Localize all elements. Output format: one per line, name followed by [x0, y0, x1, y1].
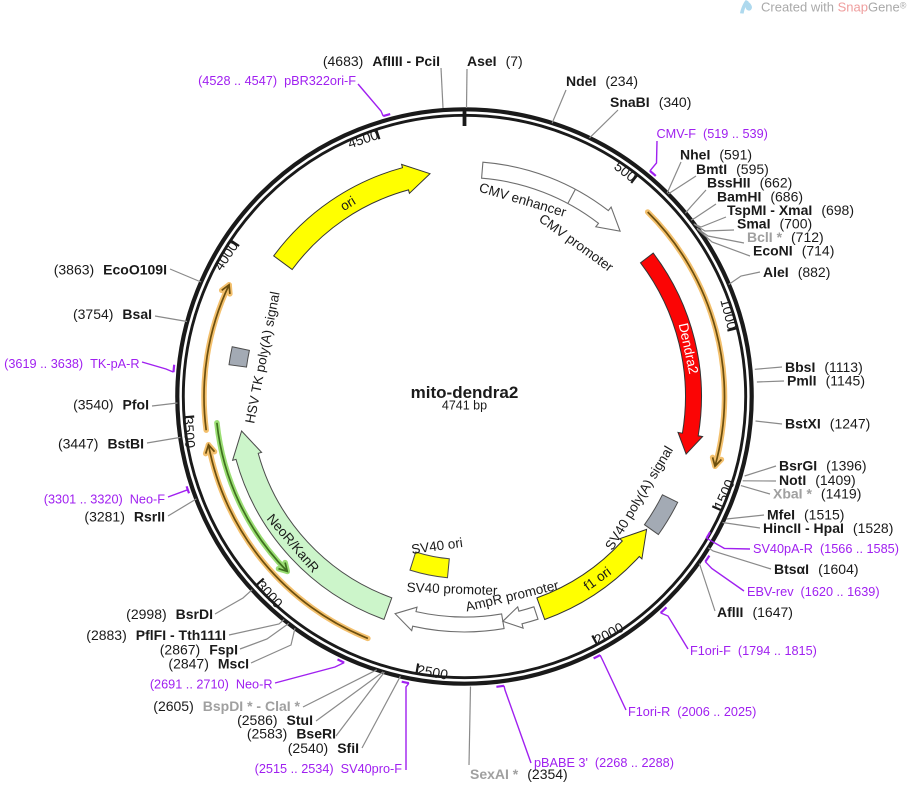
svg-text:(3619 .. 3638)TK-pA-R: (3619 .. 3638) TK-pA-R: [4, 357, 139, 371]
svg-text:(2515 .. 2534)SV40pro-F: (2515 .. 2534) SV40pro-F: [255, 762, 403, 776]
svg-text:(3281)RsrII: (3281) RsrII: [84, 509, 165, 525]
svg-text:ori: ori: [337, 193, 358, 214]
svg-text:SV40pA-R(1566 .. 1585): SV40pA-R (1566 .. 1585): [753, 542, 899, 556]
svg-text:SV40 ori: SV40 ori: [410, 535, 463, 557]
svg-text:BssHII(662): BssHII (662): [707, 175, 792, 191]
svg-text:F1ori-R(2006 .. 2025): F1ori-R (2006 .. 2025): [628, 705, 756, 719]
svg-text:AseI(7): AseI (7): [467, 53, 523, 69]
svg-text:(2586)StuI: (2586) StuI: [237, 712, 313, 728]
svg-text:(3540)PfoI: (3540) PfoI: [73, 397, 149, 413]
svg-text:mito-dendra2: mito-dendra2: [411, 383, 519, 402]
svg-text:(3863)EcoO109I: (3863) EcoO109I: [54, 262, 167, 278]
svg-text:HincII - HpaI(1528): HincII - HpaI (1528): [763, 520, 893, 536]
svg-text:MfeI(1515): MfeI (1515): [767, 507, 844, 523]
svg-text:(2883)PflFI - Tth111I: (2883) PflFI - Tth111I: [86, 627, 226, 643]
svg-text:4741 bp: 4741 bp: [442, 399, 487, 413]
svg-text:(2540)SfiI: (2540) SfiI: [288, 740, 359, 756]
svg-text:3500: 3500: [180, 416, 198, 448]
svg-text:(4683)AflIII - PciI: (4683) AflIII - PciI: [323, 53, 440, 69]
svg-text:pBABE 3'(2268 .. 2288): pBABE 3' (2268 .. 2288): [534, 756, 674, 770]
svg-text:BamHI(686): BamHI (686): [717, 189, 803, 205]
svg-text:BbsI(1113): BbsI (1113): [785, 359, 863, 375]
svg-text:EBV-rev(1620 .. 1639): EBV-rev (1620 .. 1639): [747, 585, 880, 599]
svg-text:SV40 promoter: SV40 promoter: [406, 580, 498, 598]
svg-text:(2847)MscI: (2847) MscI: [168, 656, 249, 672]
svg-text:(2605)BspDI * - ClaI *: (2605) BspDI * - ClaI *: [153, 698, 300, 714]
svg-text:2500: 2500: [416, 662, 450, 683]
svg-text:(3301 .. 3320)Neo-F: (3301 .. 3320) Neo-F: [44, 493, 165, 507]
svg-text:TspMI - XmaI(698): TspMI - XmaI (698): [727, 202, 854, 218]
svg-text:(2867)FspI: (2867) FspI: [160, 642, 238, 658]
svg-text:F1ori-F(1794 .. 1815): F1ori-F (1794 .. 1815): [690, 644, 817, 658]
svg-text:(2691 .. 2710)Neo-R: (2691 .. 2710) Neo-R: [150, 678, 273, 692]
svg-text:Created with SnapGene®: Created with SnapGene®: [761, 0, 907, 15]
svg-text:(3754)BsaI: (3754) BsaI: [73, 306, 152, 322]
svg-text:1000: 1000: [717, 297, 740, 331]
svg-text:PmlI(1145): PmlI (1145): [787, 373, 865, 389]
svg-text:AflII(1647): AflII (1647): [717, 604, 793, 620]
svg-text:CMV-F(519 .. 539): CMV-F (519 .. 539): [657, 127, 768, 141]
svg-text:NotI(1409): NotI (1409): [779, 472, 856, 488]
